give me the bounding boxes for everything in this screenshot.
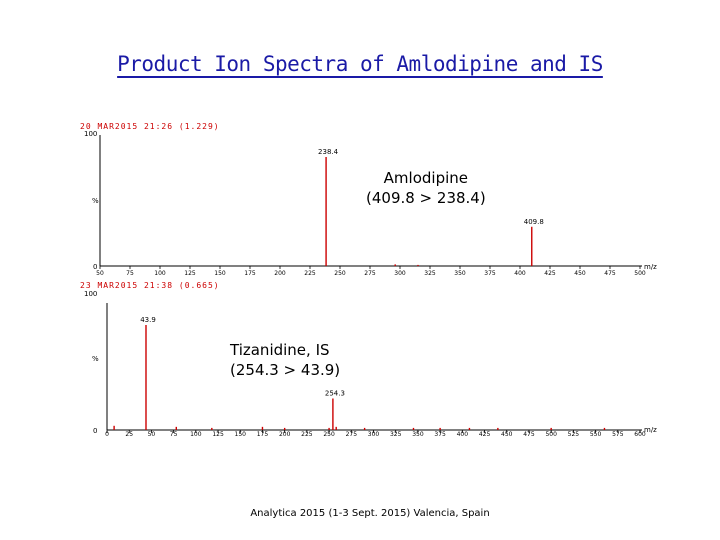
amlodipine-x-tick-label: 250: [334, 270, 346, 277]
tizanidine-x-tick-label: 225: [301, 431, 313, 438]
amlodipine-label-transition: (409.8 > 238.4): [366, 189, 486, 207]
amlodipine-x-tick-label: 500: [634, 270, 646, 277]
tizanidine-x-tick-label: 550: [590, 431, 602, 438]
tizanidine-y-mid-label: %: [92, 355, 99, 363]
tizanidine-x-tick-label: 425: [479, 431, 491, 438]
amlodipine-label-name: Amlodipine: [383, 169, 469, 187]
amlodipine-x-tick-label: 325: [424, 270, 436, 277]
amlodipine-y-mid-label: %: [92, 197, 99, 205]
tizanidine-label: Tizanidine, IS (254.3 > 43.9): [230, 340, 340, 380]
amlodipine-x-tick-label: 300: [394, 270, 406, 277]
amlodipine-y-bottom-label: 0: [93, 263, 97, 271]
tizanidine-x-tick-label: 400: [457, 431, 469, 438]
amlodipine-x-tick-label: 350: [454, 270, 466, 277]
tizanidine-x-tick-label: 525: [568, 431, 580, 438]
amlodipine-x-tick-label: 150: [214, 270, 226, 277]
tizanidine-x-tick-label: 300: [368, 431, 380, 438]
footer-caption: Analytica 2015 (1-3 Sept. 2015) Valencia…: [250, 508, 490, 519]
tizanidine-x-tick-label: 100: [190, 431, 202, 438]
tizanidine-x-tick-label: 125: [212, 431, 224, 438]
amlodipine-x-tick-label: 175: [244, 270, 256, 277]
amlodipine-x-tick-label: 50: [96, 270, 104, 277]
tizanidine-x-tick-label: 150: [235, 431, 247, 438]
amlodipine-x-tick-label: 375: [484, 270, 496, 277]
amlodipine-x-unit: m/z: [644, 263, 657, 271]
tizanidine-peak-label: 43.9: [140, 316, 156, 324]
tizanidine-peak-label: 254.3: [325, 390, 345, 398]
tizanidine-x-tick-label: 275: [346, 431, 358, 438]
tizanidine-x-tick-label: 475: [523, 431, 535, 438]
tizanidine-label-name: Tizanidine, IS: [230, 341, 330, 359]
tizanidine-x-tick-label: 50: [148, 431, 156, 438]
amlodipine-x-tick-label: 475: [604, 270, 616, 277]
tizanidine-x-tick-label: 25: [125, 431, 133, 438]
tizanidine-x-tick-label: 500: [545, 431, 557, 438]
amlodipine-x-tick-label: 100: [154, 270, 166, 277]
slide-title: Product Ion Spectra of Amlodipine and IS: [117, 52, 603, 76]
tizanidine-x-unit: m/z: [644, 426, 657, 434]
tizanidine-x-tick-label: 325: [390, 431, 402, 438]
tizanidine-x-tick-label: 250: [323, 431, 335, 438]
tizanidine-label-transition: (254.3 > 43.9): [230, 361, 341, 379]
amlodipine-peak-label: 238.4: [318, 148, 339, 156]
amlodipine-y-top-label: 100: [84, 130, 97, 138]
tizanidine-x-tick-label: 175: [257, 431, 269, 438]
amlodipine-x-tick-label: 75: [126, 270, 134, 277]
tizanidine-y-top-label: 100: [84, 290, 97, 298]
amlodipine-x-tick-label: 125: [184, 270, 196, 277]
amlodipine-x-tick-label: 200: [274, 270, 286, 277]
tizanidine-x-tick-label: 450: [501, 431, 513, 438]
tizanidine-x-tick-label: 350: [412, 431, 424, 438]
tizanidine-x-tick-label: 200: [279, 431, 291, 438]
tizanidine-x-tick-label: 575: [612, 431, 624, 438]
amlodipine-peak-label: 409.8: [524, 218, 544, 226]
amlodipine-x-tick-label: 425: [544, 270, 556, 277]
tizanidine-y-bottom-label: 0: [93, 427, 97, 435]
amlodipine-header: 20 MAR2015 21:26 (1.229): [80, 122, 220, 131]
tizanidine-x-tick-label: 375: [434, 431, 446, 438]
tizanidine-x-tick-label: 0: [105, 431, 109, 438]
tizanidine-x-tick-label: 600: [634, 431, 646, 438]
tizanidine-x-tick-label: 75: [170, 431, 178, 438]
amlodipine-x-tick-label: 225: [304, 270, 316, 277]
amlodipine-x-tick-label: 275: [364, 270, 376, 277]
amlodipine-x-tick-label: 450: [574, 270, 586, 277]
amlodipine-label: Amlodipine (409.8 > 238.4): [366, 168, 486, 208]
tizanidine-header: 23 MAR2015 21:38 (0.665): [80, 281, 220, 290]
amlodipine-x-tick-label: 400: [514, 270, 526, 277]
